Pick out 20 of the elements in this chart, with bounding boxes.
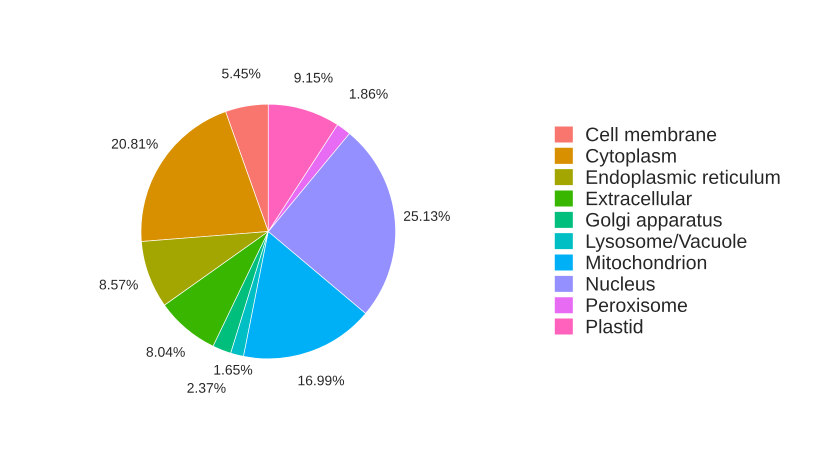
data-label: 9.15% [294, 72, 333, 83]
data-label: 20.81% [112, 138, 158, 149]
legend-label: Golgi apparatus [586, 212, 722, 231]
legend-label: Cytoplasm [586, 148, 676, 167]
legend-label: Endoplasmic reticulum [586, 170, 780, 188]
data-label: 5.45% [222, 68, 260, 78]
legend-label: Lysosome/Vacuole [586, 234, 746, 252]
data-label: 8.57% [100, 280, 138, 290]
legend-label: Cell membrane [586, 127, 716, 142]
data-label: 1.65% [214, 364, 252, 375]
data-label: 16.99% [298, 376, 344, 386]
legend-label: Extracellular [586, 191, 692, 206]
legend-label: Nucleus [586, 276, 655, 291]
legend-label: Mitochondrion [586, 255, 706, 270]
data-label: 25.13% [404, 211, 450, 221]
data-label: 1.86% [350, 88, 388, 99]
data-label: 2.37% [187, 383, 226, 393]
legend-label: Plastid [586, 319, 642, 334]
data-label: 8.04% [146, 347, 185, 357]
legend-label: Peroxisome [586, 298, 687, 312]
